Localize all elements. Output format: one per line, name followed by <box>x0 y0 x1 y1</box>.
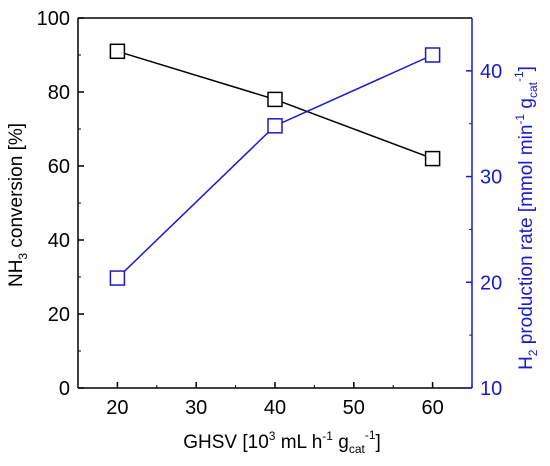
x-axis-title: GHSV [103 mL h-1 gcat-1] <box>183 428 381 456</box>
y-left-tick-label: 40 <box>48 230 70 252</box>
y-right-title-sub: 2 <box>526 349 540 356</box>
x-title-part: ] <box>376 432 381 453</box>
x-tick-label: 50 <box>343 397 365 419</box>
y-right-tick-label: 30 <box>480 167 502 189</box>
series-1-marker <box>424 150 441 167</box>
x-title-sup: -1 <box>322 429 333 443</box>
series-2-line <box>116 54 433 279</box>
x-title-sub: cat <box>349 442 366 456</box>
x-tick-label: 60 <box>421 397 443 419</box>
y-right-title-sup: -1 <box>512 71 526 82</box>
y-right-title-part: ] <box>516 66 537 71</box>
series-layer <box>109 43 441 286</box>
y-right-tick-label: 20 <box>480 272 502 294</box>
y-right-title-part: production rate [mmol min <box>516 125 537 350</box>
series-2-marker <box>424 47 441 63</box>
x-title-part: GHSV [10 <box>183 432 269 453</box>
y-right-axis-title: H2 production rate [mmol min-1 gcat-1] <box>512 66 540 370</box>
x-tick-label: 20 <box>106 397 128 419</box>
y-left-axis-title: NH3 conversion [%] <box>6 123 30 287</box>
y-right-tick-label: 40 <box>480 61 502 83</box>
series-2-marker <box>267 118 283 134</box>
axes-layer: 20 30 40 50 60 0 20 40 60 80 100 10 20 30 40 <box>37 8 503 419</box>
y-left-title-sub: 3 <box>16 253 30 260</box>
series-1-marker <box>267 91 283 108</box>
x-tick-label: 40 <box>264 397 286 419</box>
y-left-title-part: conversion [%] <box>6 123 27 253</box>
x-title-part: mL h <box>275 432 322 453</box>
y-right-tick-label: 10 <box>480 378 502 400</box>
y-left-title-part: NH <box>6 260 27 287</box>
y-right-title-sup: -1 <box>513 114 527 125</box>
y-left-tick-label: 60 <box>48 156 70 178</box>
x-title-sup: -1 <box>365 428 376 442</box>
y-left-tick-label: 0 <box>59 378 70 400</box>
series-1-marker <box>109 43 126 60</box>
y-left-tick-label: 80 <box>48 82 70 104</box>
x-title-sup: 3 <box>269 429 276 443</box>
series-2-marker <box>109 270 126 286</box>
y-right-title-sub: cat <box>526 81 540 98</box>
y-right-title-part: g <box>516 98 537 114</box>
x-tick-label: 30 <box>185 397 207 419</box>
y-left-tick-label: 20 <box>48 304 70 326</box>
y-right-title-part: H <box>516 356 537 370</box>
y-left-tick-label: 100 <box>37 8 70 30</box>
x-title-part: g <box>333 432 349 453</box>
